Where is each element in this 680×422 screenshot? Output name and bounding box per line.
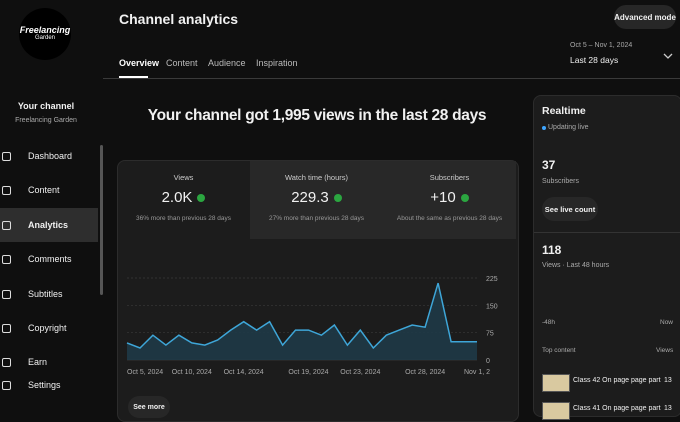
up-badge bbox=[197, 193, 206, 202]
bar-end-label: Now bbox=[660, 319, 674, 326]
tab[interactable]: Inspiration bbox=[256, 58, 298, 68]
metric-label: Views bbox=[173, 173, 194, 182]
logo-text: Freelancing bbox=[19, 25, 71, 35]
menu-label: Comments bbox=[28, 254, 72, 264]
metric-value: 229.3 bbox=[291, 189, 329, 206]
x-tick-label: Oct 14, 2024 bbox=[224, 369, 264, 376]
menu-label: Content bbox=[28, 185, 60, 195]
divider bbox=[534, 232, 680, 233]
date-range: Oct 5 – Nov 1, 2024 bbox=[570, 42, 633, 49]
menu-icon bbox=[2, 289, 11, 299]
sidebar: Freelancing Garden Your channel Freelanc… bbox=[0, 0, 103, 409]
metric-tab[interactable]: Views 2.0K 36% more than previous 28 days bbox=[117, 160, 250, 238]
live-dot bbox=[542, 126, 546, 130]
menu-item[interactable]: Subtitles bbox=[0, 277, 98, 311]
tab[interactable]: Audience bbox=[208, 58, 246, 68]
metric-label: Subscribers bbox=[429, 173, 470, 182]
tab-underline bbox=[119, 76, 148, 78]
metric-value-row: 229.3 bbox=[250, 189, 383, 206]
content-title[interactable]: Class 42 On page page part 3 bbox=[573, 377, 661, 384]
realtime-title: Realtime bbox=[542, 105, 586, 117]
menu-icon bbox=[2, 254, 11, 264]
top-content-heading: Top content bbox=[542, 347, 576, 354]
menu-label: Subtitles bbox=[28, 289, 63, 299]
x-tick-label: Oct 10, 2024 bbox=[172, 369, 212, 376]
realtime-status: Updating live bbox=[548, 124, 589, 131]
dropdown-icon[interactable] bbox=[663, 52, 673, 60]
menu-label: Dashboard bbox=[28, 151, 73, 161]
x-tick-label: Oct 5, 2024 bbox=[127, 369, 163, 376]
x-tick-label: Nov 1, 2 bbox=[464, 369, 490, 376]
area bbox=[127, 283, 477, 360]
up-badge bbox=[460, 193, 469, 202]
menu-icon bbox=[2, 357, 11, 367]
menu-label: Copyright bbox=[28, 323, 67, 333]
menu-icon bbox=[2, 220, 11, 230]
y-tick-label: 150 bbox=[486, 303, 498, 310]
metric-value: +10 bbox=[430, 189, 456, 206]
menu-icon bbox=[2, 323, 11, 333]
realtime-card bbox=[533, 95, 680, 417]
scrollbar bbox=[100, 145, 103, 295]
menu-label: Earn bbox=[28, 357, 48, 367]
x-tick-label: Oct 23, 2024 bbox=[340, 369, 380, 376]
views-heading: Views bbox=[656, 347, 674, 354]
x-tick-label: Oct 19, 2024 bbox=[288, 369, 328, 376]
tab[interactable]: Overview bbox=[119, 58, 160, 68]
line bbox=[126, 282, 477, 350]
live-count-button[interactable]: See live count bbox=[542, 197, 598, 221]
menu-icon bbox=[2, 185, 11, 195]
metric-value-row: 2.0K bbox=[117, 189, 250, 206]
menu-item[interactable]: Copyright bbox=[0, 311, 98, 345]
views-count: 118 bbox=[542, 243, 562, 257]
metric-note: 36% more than previous 28 days bbox=[135, 215, 232, 222]
divider bbox=[103, 78, 680, 79]
metric-value-row: +10 bbox=[383, 189, 516, 206]
logo-text: Garden bbox=[34, 35, 55, 41]
menu-item[interactable]: Settings bbox=[0, 368, 98, 402]
x-tick-label: Oct 28, 2024 bbox=[405, 369, 445, 376]
channel-avatar[interactable]: Freelancing Garden bbox=[19, 8, 71, 60]
metric-tab[interactable]: Subscribers +10 About the same as previous… bbox=[383, 160, 516, 238]
y-tick-label: 0 bbox=[486, 358, 490, 365]
thumbnail bbox=[542, 374, 570, 392]
menu-icon bbox=[2, 380, 11, 390]
menu-item[interactable]: Earn bbox=[0, 345, 98, 379]
channel-label: Your channel bbox=[17, 101, 75, 111]
menu-item[interactable]: Content bbox=[0, 173, 98, 207]
menu-label: Analytics bbox=[28, 220, 69, 230]
thumbnail bbox=[542, 402, 570, 420]
metric-note: 27% more than previous 28 days bbox=[268, 215, 365, 222]
content-views: 13 bbox=[664, 377, 672, 384]
channel-name: Freelancing Garden bbox=[15, 117, 77, 124]
views-label: Views · Last 48 hours bbox=[542, 262, 610, 269]
metric-tab-bg bbox=[250, 161, 516, 239]
metric-label: Watch time (hours) bbox=[284, 173, 349, 182]
advanced-mode-button[interactable]: Advanced mode bbox=[614, 5, 676, 29]
metric-value: 2.0K bbox=[161, 189, 193, 206]
metric-note: About the same as previous 28 days bbox=[396, 215, 503, 222]
page-title: Channel analytics bbox=[119, 11, 239, 27]
menu-item[interactable]: Analytics bbox=[0, 208, 98, 242]
subscriber-label: Subscribers bbox=[542, 178, 579, 185]
y-tick-label: 75 bbox=[486, 331, 494, 338]
headline: Your channel got 1,995 views in the last… bbox=[147, 107, 487, 124]
up-badge bbox=[333, 193, 342, 202]
menu-item[interactable]: Dashboard bbox=[0, 139, 98, 173]
menu-label: Settings bbox=[28, 380, 61, 390]
tab[interactable]: Content bbox=[166, 58, 198, 68]
menu-icon bbox=[2, 151, 11, 161]
see-more-button[interactable]: See more bbox=[128, 396, 170, 418]
y-tick-label: 225 bbox=[486, 276, 498, 283]
bar-start-label: -48h bbox=[542, 319, 556, 326]
metric-tab[interactable]: Watch time (hours) 229.3 27% more than pre… bbox=[250, 160, 383, 238]
menu-item[interactable]: Comments bbox=[0, 242, 98, 276]
subscriber-count: 37 bbox=[542, 158, 556, 172]
period[interactable]: Last 28 days bbox=[570, 55, 619, 65]
